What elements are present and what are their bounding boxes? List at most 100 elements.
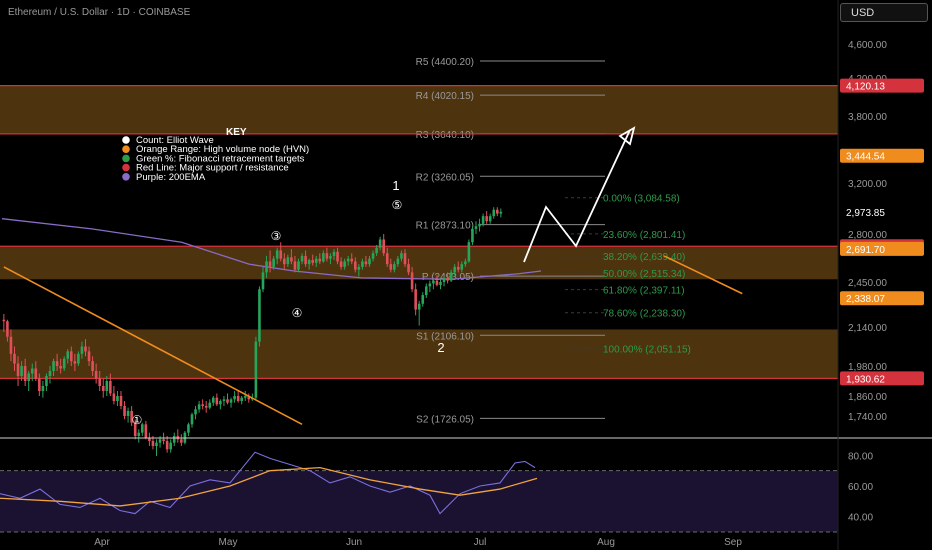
candle-body	[481, 216, 485, 224]
candle-body	[30, 368, 34, 374]
candle-body	[336, 251, 339, 262]
x-tick: Jul	[474, 537, 487, 548]
candle-body	[474, 226, 478, 229]
candle-body	[23, 366, 27, 381]
candle-body	[375, 247, 378, 254]
candle-body	[34, 368, 38, 379]
y-tick: 1,860.00	[848, 392, 887, 403]
x-tick: Aug	[597, 537, 615, 548]
candle-body	[55, 361, 59, 366]
candle-body	[180, 439, 183, 443]
ema200-line	[1, 218, 542, 280]
candle-body	[123, 406, 126, 416]
candle-body	[279, 250, 283, 259]
candle-body	[59, 366, 62, 369]
candle-body	[233, 396, 236, 400]
candle-body	[155, 442, 158, 446]
hvn-zones	[0, 85, 838, 379]
hvn-zone	[0, 85, 838, 134]
fib-label: 0.00% (3,084.58)	[603, 194, 680, 205]
legend-label: Purple: 200EMA	[136, 172, 206, 183]
rsi-tick: 40.00	[848, 513, 873, 524]
candle-body	[204, 406, 208, 408]
wave-label: ⑤	[392, 198, 403, 212]
candle-body	[311, 260, 314, 263]
candle-body	[2, 319, 6, 322]
candle-body	[385, 253, 389, 265]
candle-body	[339, 261, 343, 267]
candle-body	[300, 255, 304, 262]
candle-body	[268, 261, 272, 267]
candle-body	[48, 371, 52, 376]
candle-body	[151, 441, 155, 446]
candle-body	[105, 381, 109, 391]
candle-body	[172, 436, 176, 443]
candle-body	[265, 261, 268, 273]
candle-body	[410, 272, 414, 290]
price-badge-label: 1,930.62	[846, 374, 885, 385]
candle-body	[329, 255, 332, 259]
candle-body	[126, 411, 130, 416]
candle-body	[197, 404, 201, 410]
fib-label: 100.00% (2,051.15)	[603, 345, 691, 356]
candle-body	[364, 261, 368, 265]
candle-body	[350, 258, 354, 262]
candle-body	[169, 442, 172, 450]
candle-body	[314, 258, 318, 263]
candle-body	[201, 404, 204, 406]
candle-body	[346, 258, 350, 262]
candle-body	[240, 397, 243, 401]
candle-body	[254, 341, 258, 398]
candle-body	[417, 303, 421, 310]
candle-body	[368, 258, 371, 265]
rsi-pane: 80.00 60.00 40.00	[0, 437, 932, 533]
wave-label: ③	[271, 229, 282, 243]
candles-layer	[2, 207, 503, 456]
pivot-label: S1 (2106.10)	[416, 331, 474, 342]
price-badge-label: 2,973.85	[846, 208, 885, 219]
candle-body	[293, 261, 297, 270]
candle-body	[84, 346, 87, 352]
candle-body	[91, 361, 94, 371]
candle-body	[424, 286, 428, 296]
candle-body	[304, 255, 307, 265]
candle-body	[393, 264, 396, 270]
legend-swatch	[122, 163, 130, 172]
candle-body	[140, 424, 144, 433]
candle-body	[307, 260, 311, 265]
price-badge	[840, 78, 924, 93]
candle-body	[80, 346, 84, 354]
candle-body	[446, 277, 449, 281]
candle-body	[130, 411, 133, 423]
candle-body	[290, 257, 293, 262]
x-tick: Sep	[724, 537, 742, 548]
candle-body	[41, 386, 45, 391]
candle-body	[20, 366, 23, 376]
candle-body	[478, 223, 481, 227]
drawings-layer	[3, 126, 743, 426]
currency-button[interactable]: USD	[840, 3, 928, 22]
candle-body	[361, 261, 364, 267]
rsi-tick: 60.00	[848, 482, 873, 493]
candle-body	[116, 396, 119, 401]
legend-label: Green %: Fibonacci retracement targets	[136, 153, 305, 164]
candle-body	[101, 386, 105, 391]
y-tick: 3,200.00	[848, 179, 887, 190]
candle-body	[208, 402, 212, 408]
time-axis: Apr May Jun Jul Aug Sep	[94, 537, 742, 548]
pivot-label: R3 (3640.10)	[416, 130, 474, 141]
candle-body	[148, 437, 151, 441]
pivot-label: R4 (4020.15)	[416, 91, 474, 102]
candle-body	[226, 399, 229, 403]
candle-body	[403, 253, 407, 265]
candle-body	[453, 266, 456, 273]
pivot-label: R1 (2873.10)	[416, 221, 474, 232]
candle-body	[449, 272, 453, 281]
candle-body	[158, 439, 162, 443]
candle-body	[382, 239, 385, 254]
candle-body	[275, 250, 279, 259]
fib-label: 50.00% (2,515.34)	[603, 269, 685, 280]
y-tick: 3,800.00	[848, 112, 887, 123]
candle-body	[243, 396, 247, 398]
